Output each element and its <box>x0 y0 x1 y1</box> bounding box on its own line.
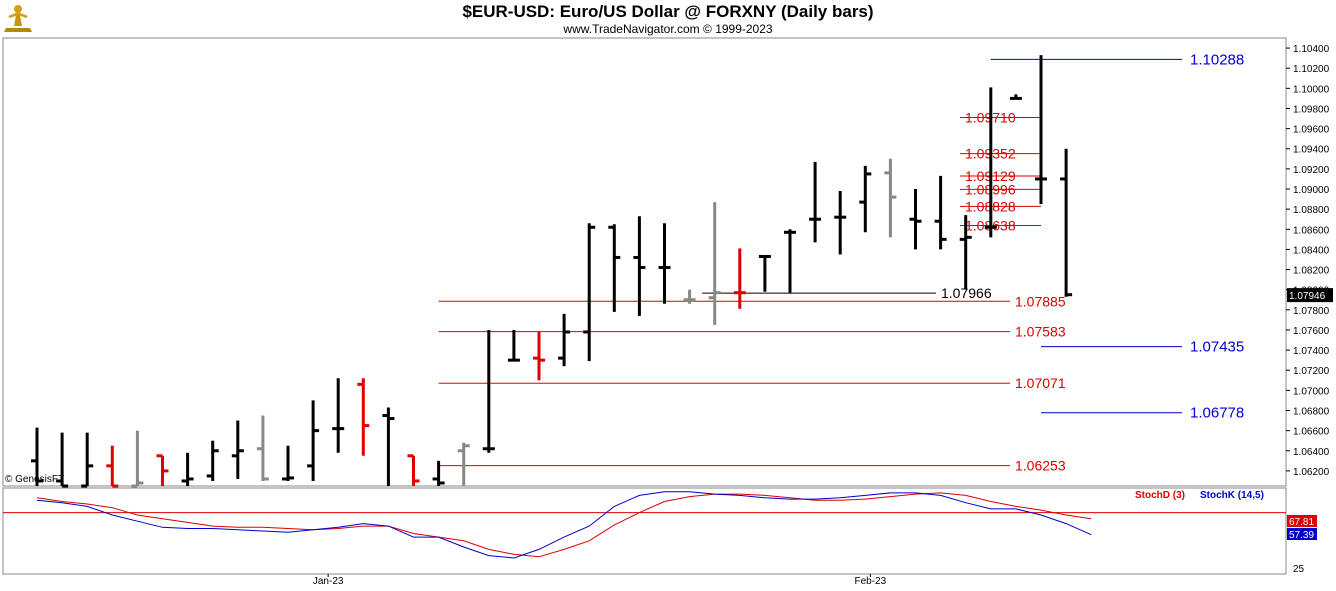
price-bar <box>282 445 294 481</box>
level-label: 1.06253 <box>1015 458 1066 474</box>
stochastic-value-tag <box>1287 515 1317 527</box>
price-axis-label: 1.09200 <box>1293 165 1330 176</box>
level-label: 1.07583 <box>1015 324 1066 340</box>
price-axis-label: 1.08400 <box>1293 245 1330 256</box>
price-bar <box>482 329 495 453</box>
price-axis-label: 1.10400 <box>1293 44 1330 55</box>
copyright-text: © GenesisFT <box>5 474 65 485</box>
price-axis-label: 1.08800 <box>1293 205 1330 216</box>
price-bar <box>733 248 746 309</box>
legend-stoch-d: StochD (3) <box>1135 490 1185 501</box>
price-bar <box>708 202 721 325</box>
price-bar <box>181 452 194 486</box>
price-axis-label: 1.08600 <box>1293 225 1330 236</box>
chart-title: $EUR-USD: Euro/US Dollar @ FORXNY (Daily… <box>462 2 874 21</box>
level-label: 1.07966 <box>941 285 992 301</box>
legend-stoch-k: StochK (14,5) <box>1200 490 1264 501</box>
price-bar <box>457 442 470 486</box>
price-bar <box>31 427 43 486</box>
price-bar <box>859 165 872 233</box>
price-bar <box>809 161 822 243</box>
price-bar <box>884 158 897 238</box>
price-axis-label: 1.09000 <box>1293 185 1330 196</box>
price-bar <box>608 224 621 312</box>
price-axis-label: 1.06800 <box>1293 406 1330 417</box>
price-bar <box>382 407 395 486</box>
price-bar <box>307 400 320 481</box>
stochastic-panel-frame <box>2 487 1287 575</box>
price-axis-label: 1.09800 <box>1293 104 1330 115</box>
price-bar <box>658 223 671 304</box>
price-bar <box>558 313 571 367</box>
price-bar <box>407 454 420 486</box>
price-bar <box>1009 94 1022 100</box>
price-bar <box>256 415 269 481</box>
price-bar <box>131 430 144 488</box>
price-bar <box>1060 148 1073 297</box>
price-bar <box>784 229 796 293</box>
stochastic-value-label: 57.39 <box>1289 530 1314 541</box>
level-label: 1.06778 <box>1190 405 1244 422</box>
price-axis-label: 1.09400 <box>1293 145 1330 156</box>
price-bar <box>959 215 972 290</box>
chart-header: $EUR-USD: Euro/US Dollar @ FORXNY (Daily… <box>0 0 1336 38</box>
price-bar <box>156 454 169 486</box>
price-axis-label: 1.10000 <box>1293 84 1330 95</box>
price-bar <box>56 432 69 488</box>
stochastic-value-label: 67.81 <box>1289 517 1314 528</box>
stochastic-axis-label: 25 <box>1293 564 1305 575</box>
price-bar <box>758 254 771 292</box>
price-axis-label: 1.07200 <box>1293 366 1330 377</box>
price-axis-label: 1.10200 <box>1293 64 1330 75</box>
chart-subtitle: www.TradeNavigator.com © 1999-2023 <box>563 22 773 36</box>
level-label: 1.07071 <box>1015 375 1066 391</box>
price-bar <box>357 378 370 456</box>
price-axis-label: 1.07400 <box>1293 346 1330 357</box>
date-axis-label: Jan-23 <box>313 576 344 587</box>
price-bar <box>231 420 244 479</box>
price-bar <box>834 191 847 255</box>
price-axis-label: 1.08200 <box>1293 266 1330 277</box>
price-panel-frame <box>2 37 1287 487</box>
price-axis-label: 1.06400 <box>1293 447 1330 458</box>
date-axis-label: Feb-23 <box>854 576 886 587</box>
price-bar <box>1035 55 1047 205</box>
price-bar <box>909 189 922 250</box>
last-price-tag <box>1287 288 1333 303</box>
stochastic-series-line <box>36 492 1092 558</box>
price-bar <box>507 329 520 362</box>
gold-figure-logo-icon <box>4 5 32 32</box>
price-axis-label: 1.07000 <box>1293 386 1330 397</box>
price-axis-label: 1.06200 <box>1293 467 1330 478</box>
price-bar <box>984 87 997 238</box>
price-bar <box>206 440 219 481</box>
price-axis-label: 1.09600 <box>1293 125 1330 136</box>
price-bar <box>432 460 445 486</box>
level-label: 1.07435 <box>1190 339 1244 356</box>
price-bar <box>683 289 696 304</box>
price-bar <box>533 331 545 381</box>
price-axis-label: 1.07600 <box>1293 326 1330 337</box>
price-bar <box>934 175 947 250</box>
level-label: 1.10288 <box>1190 51 1244 68</box>
price-bar <box>332 378 345 453</box>
price-bar <box>583 223 596 362</box>
price-bar <box>106 445 119 488</box>
price-bar <box>633 216 646 316</box>
last-price-label: 1.07946 <box>1289 291 1326 302</box>
price-axis-label: 1.07800 <box>1293 306 1330 317</box>
stochastic-value-tag <box>1287 528 1317 540</box>
level-label: 1.07885 <box>1015 293 1066 309</box>
price-bar <box>81 432 94 488</box>
stochastic-series-line <box>36 491 1092 559</box>
price-axis-label: 1.06600 <box>1293 427 1330 438</box>
